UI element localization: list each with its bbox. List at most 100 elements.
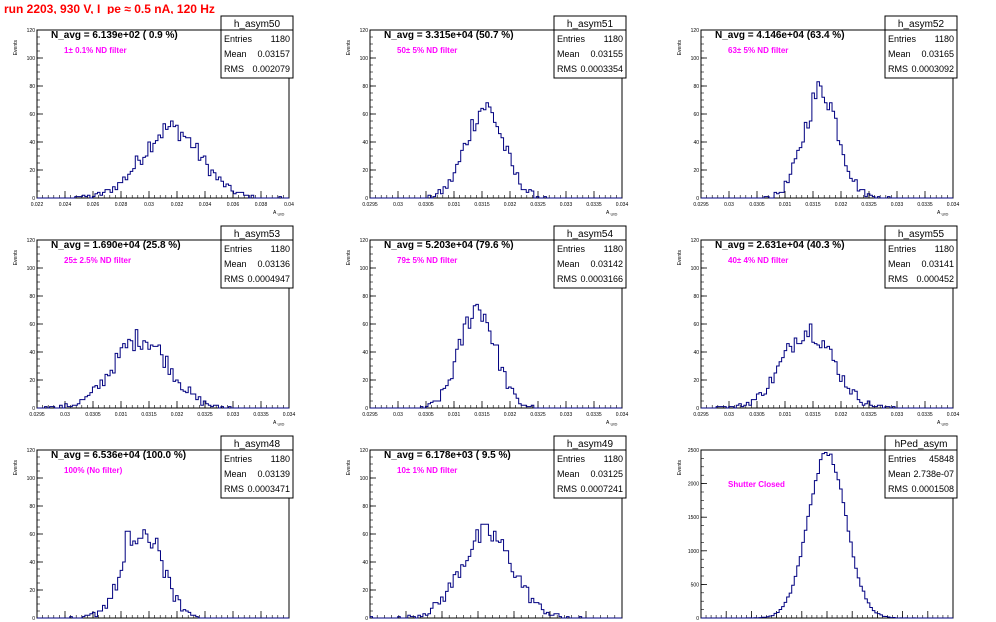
- y-tick-label: 100: [360, 56, 369, 62]
- stats-value: 0.0007241: [580, 484, 623, 494]
- stats-label: Mean: [224, 49, 247, 59]
- y-axis-label: Events: [346, 40, 352, 56]
- y-tick-label: 120: [27, 28, 36, 34]
- histogram-panel-h_asym53: 0 20 40 60 80 100 120 0.0295 0.03 0.0305 0.031 0.03…: [13, 224, 305, 427]
- x-axis-label: A UID: [606, 420, 617, 427]
- filter-annotation: 79± 5% ND filter: [397, 256, 457, 265]
- x-tick-label: 0.0295: [693, 412, 709, 418]
- y-tick-label: 20: [362, 378, 368, 384]
- x-tick-label: 0.033: [227, 412, 240, 418]
- x-tick-label: 0.03: [60, 412, 70, 418]
- stats-label: Mean: [888, 469, 911, 479]
- stats-value: 0.0003471: [247, 484, 290, 494]
- x-tick-label: 0.0325: [197, 412, 213, 418]
- x-tick-label: 0.0335: [917, 202, 933, 208]
- filter-annotation: 50± 5% ND filter: [397, 46, 457, 55]
- stats-box: [553, 225, 627, 289]
- x-tick-label: 0.0305: [418, 412, 434, 418]
- stats-label: Mean: [888, 49, 911, 59]
- stats-value: 0.03165: [921, 49, 954, 59]
- stats-value: 1180: [604, 244, 623, 254]
- x-tick-label: 0.03: [393, 202, 403, 208]
- x-tick-label: 0.034: [199, 202, 212, 208]
- y-tick-label: 120: [691, 28, 700, 34]
- x-tick-label: 0.0295: [29, 412, 45, 418]
- y-tick-label: 60: [29, 532, 35, 538]
- stats-value: 0.03139: [257, 469, 290, 479]
- stats-value: 2.738e-07: [913, 469, 954, 479]
- y-tick-label: 100: [27, 476, 36, 482]
- x-tick-label: 0.0315: [474, 412, 490, 418]
- x-tick-label: 0.034: [947, 202, 960, 208]
- stats-value: 0.03155: [590, 49, 623, 59]
- y-axis-label: Events: [677, 460, 683, 476]
- stats-value: 1180: [271, 34, 290, 44]
- x-tick-label: 0.032: [504, 202, 517, 208]
- x-axis-label: A UID: [937, 210, 948, 217]
- y-tick-label: 0: [696, 616, 699, 622]
- y-tick-label: 80: [29, 504, 35, 510]
- stats-label: Mean: [224, 259, 247, 269]
- y-tick-label: 60: [362, 532, 368, 538]
- x-tick-label: 0.022: [31, 202, 44, 208]
- y-axis-label: Events: [13, 40, 19, 56]
- stats-box: [553, 435, 627, 499]
- x-tick-label: 0.032: [835, 412, 848, 418]
- histogram-line: [370, 102, 622, 199]
- filter-annotation: 25± 2.5% ND filter: [64, 256, 131, 265]
- stats-value: 1180: [604, 454, 623, 464]
- stats-title: h_asym51: [567, 19, 614, 30]
- y-tick-label: 100: [360, 476, 369, 482]
- x-tick-label: 0.024: [59, 202, 72, 208]
- y-tick-label: 60: [362, 112, 368, 118]
- x-tick-label: 0.032: [504, 412, 517, 418]
- x-axis-label-subscript: UID: [276, 422, 284, 427]
- x-tick-label: 0.0305: [418, 202, 434, 208]
- x-tick-label: 0.0305: [85, 412, 101, 418]
- y-tick-label: 40: [29, 560, 35, 566]
- y-axis-label: Events: [677, 40, 683, 56]
- histogram-line: [701, 81, 953, 199]
- y-tick-label: 0: [32, 616, 35, 622]
- histogram-line: [701, 451, 953, 619]
- histogram-line: [37, 120, 289, 199]
- y-tick-label: 120: [27, 448, 36, 454]
- x-axis-label-subscript: UID: [940, 422, 948, 427]
- x-tick-label: 0.0335: [253, 412, 269, 418]
- y-tick-label: 80: [362, 84, 368, 90]
- x-tick-label: 0.028: [115, 202, 128, 208]
- x-tick-label: 0.031: [448, 412, 461, 418]
- x-tick-label: 0.0295: [362, 202, 378, 208]
- stats-title: hPed_asym: [895, 439, 948, 450]
- y-tick-label: 120: [360, 28, 369, 34]
- histogram-line: [370, 303, 622, 409]
- filter-annotation: 100% (No filter): [64, 466, 123, 475]
- y-axis-label: Events: [346, 250, 352, 266]
- histogram-panel-hPed_asym: 05001000150020002500-0.001-0.0008-0.0006…: [677, 434, 969, 622]
- x-tick-label: 0.036: [227, 202, 240, 208]
- y-tick-label: 60: [362, 322, 368, 328]
- y-tick-label: 80: [693, 294, 699, 300]
- stats-title: h_asym53: [234, 229, 281, 240]
- stats-label: Entries: [888, 244, 917, 254]
- panel-title: N_avg = 2.631e+04 (40.3 %): [715, 240, 845, 251]
- x-tick-label: 0.0325: [530, 202, 546, 208]
- x-tick-label: 0.032: [835, 202, 848, 208]
- y-tick-label: 20: [29, 168, 35, 174]
- y-tick-label: 80: [29, 84, 35, 90]
- y-tick-label: 40: [693, 140, 699, 146]
- y-tick-label: 0: [32, 406, 35, 412]
- x-tick-label: 0.0315: [805, 412, 821, 418]
- y-tick-label: 100: [27, 266, 36, 272]
- y-tick-label: 1500: [688, 515, 699, 521]
- stats-box: [220, 225, 294, 289]
- stats-label: Entries: [224, 34, 253, 44]
- y-tick-label: 120: [691, 238, 700, 244]
- x-tick-label: 0.04: [284, 202, 294, 208]
- histogram-panel-h_asym55: 0 20 40 60 80 100 120 0.0295 0.03 0.0305 0.031 0.03…: [677, 224, 969, 427]
- stats-label: Entries: [557, 454, 586, 464]
- y-tick-label: 60: [693, 112, 699, 118]
- stats-value: 0.0001508: [911, 484, 954, 494]
- x-tick-label: 0.032: [171, 412, 184, 418]
- x-tick-label: 0.031: [115, 412, 128, 418]
